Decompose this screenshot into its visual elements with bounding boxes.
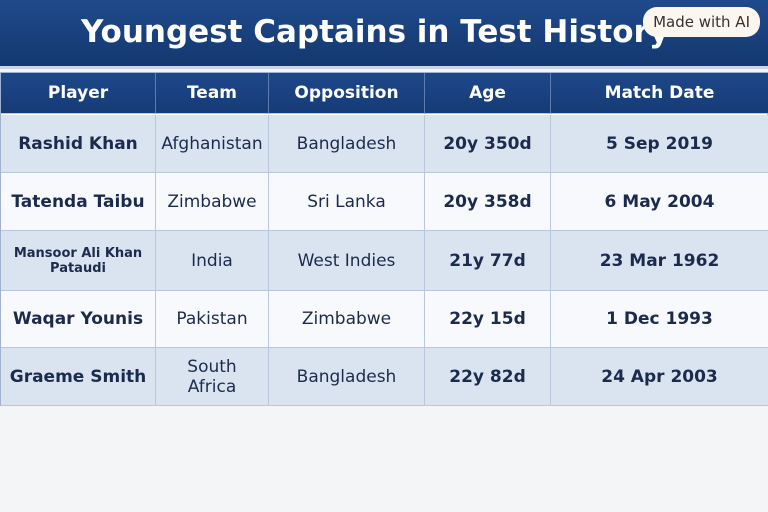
- table-cell: 21y 77d: [425, 231, 551, 291]
- table-cell: Afghanistan: [156, 115, 269, 173]
- player-cell: Tatenda Taibu: [1, 173, 156, 231]
- table-cell: Zimbabwe: [156, 173, 269, 231]
- badge: Made with AI: [643, 7, 760, 37]
- table-cell: Pakistan: [156, 291, 269, 348]
- column-header: Player: [1, 73, 156, 114]
- table: Player Team Opposition Age Match Date Rashid …: [0, 72, 768, 406]
- table-cell: 1 Dec 1993: [551, 291, 768, 348]
- column-header: Opposition: [269, 73, 425, 114]
- table-cell: 22y 15d: [425, 291, 551, 348]
- table-cell: 24 Apr 2003: [551, 348, 768, 406]
- player-cell: Rashid Khan: [1, 115, 156, 173]
- column-header: Team: [156, 73, 269, 114]
- table-cell: Zimbabwe: [269, 291, 425, 348]
- table-cell: Bangladesh: [269, 115, 425, 173]
- table-cell: 6 May 2004: [551, 173, 768, 231]
- table-cell: South Africa: [156, 348, 269, 406]
- table-cell: Bangladesh: [269, 348, 425, 406]
- column-header: Age: [425, 73, 551, 114]
- table-cell: 20y 350d: [425, 115, 551, 173]
- table-cell: 20y 358d: [425, 173, 551, 231]
- title-bar: Youngest Captains in Test History Made w…: [0, 0, 768, 69]
- column-header: Match Date: [551, 73, 768, 114]
- table-cell: 23 Mar 1962: [551, 231, 768, 291]
- table-cell: West Indies: [269, 231, 425, 291]
- player-cell: Waqar Younis: [1, 291, 156, 348]
- player-cell: Graeme Smith: [1, 348, 156, 406]
- table-cell: India: [156, 231, 269, 291]
- table-cell: 22y 82d: [425, 348, 551, 406]
- table-cell: 5 Sep 2019: [551, 115, 768, 173]
- table-cell: Sri Lanka: [269, 173, 425, 231]
- player-cell: Mansoor Ali Khan Pataudi: [1, 231, 156, 291]
- title: Youngest Captains in Test History: [80, 14, 670, 50]
